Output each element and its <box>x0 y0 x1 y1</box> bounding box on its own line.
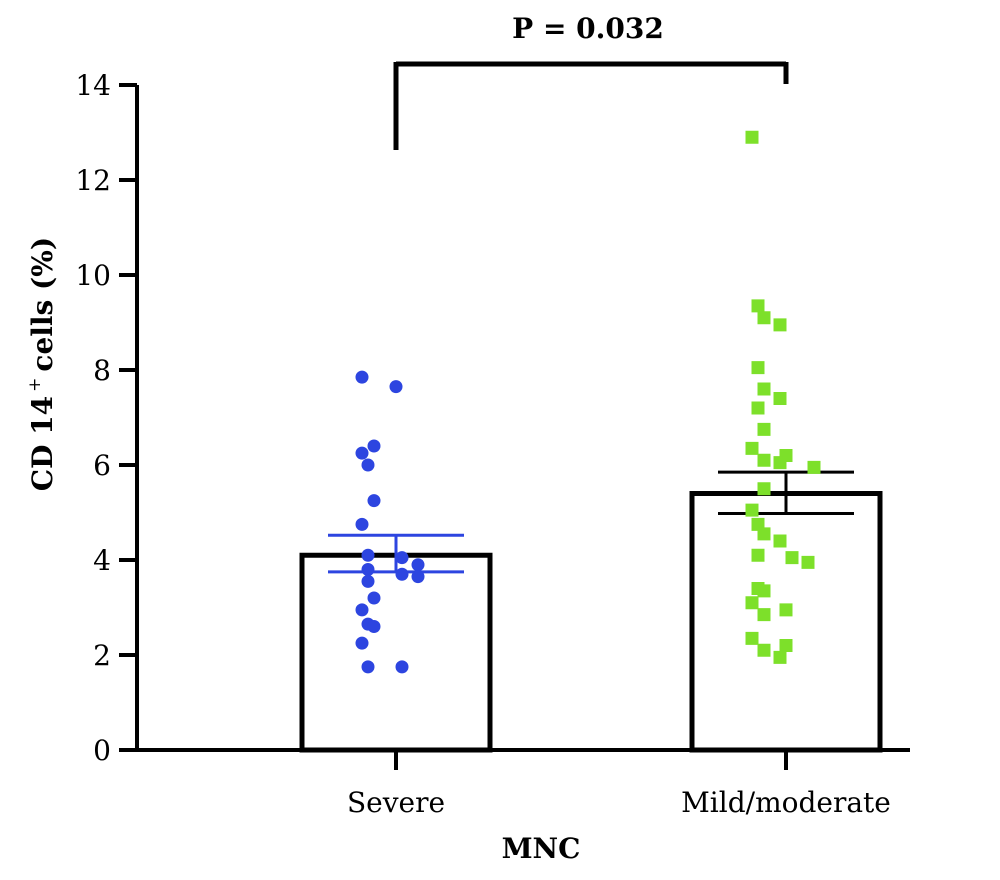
data-point <box>367 591 381 605</box>
data-point <box>361 458 375 472</box>
axes: 0 2 4 6 8 10 12 14 Severe Mild/moderate <box>75 69 910 819</box>
data-point <box>757 453 771 467</box>
data-point <box>807 460 821 474</box>
data-point <box>395 551 409 565</box>
data-point <box>411 558 425 572</box>
data-point <box>773 456 787 470</box>
data-point <box>745 130 759 144</box>
data-point <box>757 527 771 541</box>
data-point <box>757 643 771 657</box>
data-point <box>757 584 771 598</box>
x-tick-label: Severe <box>347 786 445 819</box>
data-point <box>367 620 381 633</box>
data-point <box>745 596 759 610</box>
x-tick-label: Mild/moderate <box>681 786 891 819</box>
y-tick-label: 14 <box>75 69 111 102</box>
data-point <box>361 574 375 588</box>
data-point <box>751 401 765 415</box>
y-axis-label-sup: + <box>25 378 45 392</box>
data-point <box>355 446 369 460</box>
bar <box>299 552 493 753</box>
bar <box>689 491 883 753</box>
data-point <box>355 517 369 531</box>
y-axis-label: CD 14 + cells (%) <box>25 237 59 491</box>
data-point <box>757 311 771 325</box>
significance-bracket <box>393 61 789 150</box>
data-point <box>355 370 369 384</box>
data-point <box>361 660 375 674</box>
data-point <box>355 603 369 617</box>
data-point <box>361 548 375 562</box>
data-point <box>779 603 793 617</box>
data-point <box>801 555 815 569</box>
data-point <box>745 631 759 645</box>
data-point <box>395 567 409 581</box>
y-tick-label: 4 <box>93 544 111 577</box>
y-tick-label: 0 <box>93 734 111 767</box>
y-tick-label: 8 <box>93 354 111 387</box>
data-point <box>389 380 403 394</box>
data-point <box>757 382 771 396</box>
y-tick-label: 2 <box>93 639 111 672</box>
data-point <box>751 548 765 562</box>
y-axis-label-main: CD 14 <box>26 396 59 491</box>
y-tick-label: 6 <box>93 449 111 482</box>
data-point <box>757 482 771 496</box>
data-point <box>773 318 787 332</box>
data-point <box>361 563 375 576</box>
data-point <box>395 660 409 674</box>
data-point <box>773 650 787 664</box>
data-point <box>785 551 799 565</box>
data-point <box>411 570 425 584</box>
data-point <box>773 392 787 405</box>
data-points <box>355 130 821 674</box>
data-point <box>367 494 381 508</box>
data-point <box>757 422 771 436</box>
p-value-label: P = 0.032 <box>512 12 664 45</box>
data-point <box>367 439 381 453</box>
data-point <box>745 441 759 455</box>
data-point <box>779 639 793 652</box>
data-point <box>773 534 787 548</box>
y-tick-label: 10 <box>75 259 111 292</box>
bars <box>299 491 883 753</box>
data-point <box>751 299 765 313</box>
data-point <box>757 608 771 622</box>
data-point <box>751 361 765 375</box>
y-axis-label-tail: cells (%) <box>26 237 59 372</box>
data-point <box>745 503 759 517</box>
data-point <box>355 636 369 650</box>
y-tick-label: 12 <box>75 164 111 197</box>
x-axis-label: MNC <box>502 832 581 865</box>
